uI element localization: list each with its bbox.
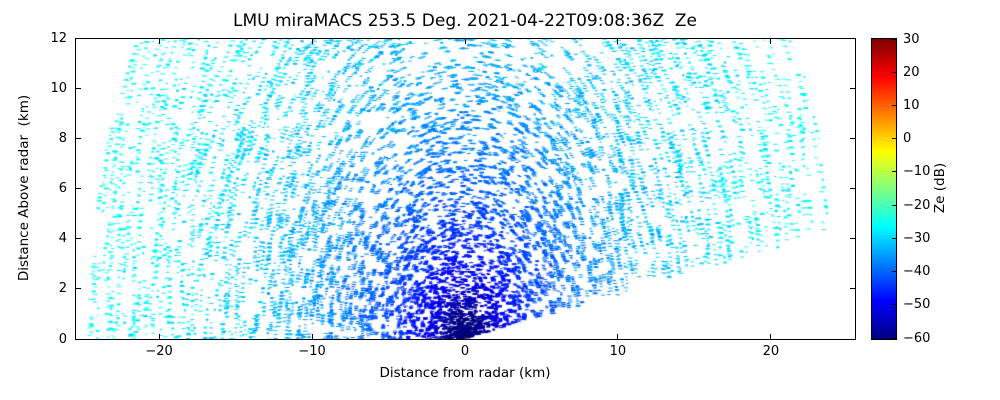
y-tick-mark-right (850, 288, 855, 290)
colorbar-tick-label: 10 (903, 97, 920, 113)
x-tick-label: −20 (145, 344, 173, 359)
x-tick-label: 20 (762, 344, 780, 359)
x-tick-mark (158, 334, 160, 339)
x-tick-mark (617, 334, 619, 339)
colorbar-tick-mark (892, 304, 896, 306)
y-tick-label: 10 (50, 80, 67, 96)
colorbar-tick-mark (892, 38, 896, 40)
colorbar-tick-label: 20 (903, 64, 920, 80)
y-tick-mark-right (850, 87, 855, 89)
colorbar-tick-mark (892, 271, 896, 273)
x-tick-mark (311, 334, 313, 339)
x-tick-mark-top (311, 39, 313, 44)
x-tick-mark-top (617, 39, 619, 44)
y-tick-mark (76, 137, 81, 139)
x-tick-label: 0 (460, 344, 470, 359)
y-tick-label: 0 (58, 331, 67, 347)
y-tick-mark-right (850, 37, 855, 39)
colorbar-tick-label: −20 (903, 197, 931, 213)
y-tick-mark-right (850, 188, 855, 189)
x-tick-label: 10 (609, 344, 627, 359)
x-axis-label: Distance from radar (km) (379, 365, 551, 381)
y-tick-mark (76, 338, 81, 340)
colorbar-tick-label: −60 (903, 330, 931, 346)
colorbar-tick-mark (892, 204, 896, 206)
colorbar-tick-label: −30 (903, 230, 931, 246)
chart-title: LMU miraMACS 253.5 Deg. 2021-04-22T09:08… (232, 11, 698, 31)
y-tick-label: 2 (58, 281, 67, 297)
y-tick-label: 6 (58, 181, 67, 196)
y-tick-mark-right (850, 137, 855, 139)
colorbar-tick-mark (892, 104, 896, 106)
colorbar-label: Ze (dB) (932, 162, 948, 214)
x-tick-label: −10 (298, 344, 326, 359)
y-tick-label: 4 (58, 231, 67, 247)
colorbar-tick-label: −10 (903, 164, 931, 180)
y-tick-mark-right (850, 338, 855, 340)
colorbar-tick-label: 0 (903, 131, 912, 147)
colorbar-gradient (872, 39, 896, 339)
colorbar-tick-mark (892, 237, 896, 239)
colorbar-tick-label: −50 (903, 297, 931, 313)
x-tick-mark (770, 334, 772, 339)
y-tick-mark (76, 87, 81, 89)
y-tick-mark (76, 37, 81, 39)
rhi-speckle-canvas (75, 38, 855, 339)
colorbar-tick-mark (892, 171, 896, 173)
y-tick-mark (76, 188, 81, 189)
colorbar-tick-mark (892, 138, 896, 140)
x-tick-mark (464, 334, 466, 339)
y-tick-label: 8 (58, 130, 67, 146)
y-tick-mark (76, 238, 81, 240)
colorbar-tick-label: 30 (903, 31, 920, 47)
y-tick-label: 12 (50, 30, 67, 46)
colorbar-tick-mark (892, 71, 896, 73)
x-tick-mark-top (464, 39, 466, 44)
x-tick-mark-top (158, 39, 160, 44)
y-axis-label: Distance Above radar (km) (16, 94, 32, 282)
y-tick-mark-right (850, 238, 855, 240)
x-tick-mark-top (770, 39, 772, 44)
y-tick-mark (76, 288, 81, 290)
colorbar-tick-mark (892, 337, 896, 339)
colorbar-tick-label: −40 (903, 264, 931, 280)
